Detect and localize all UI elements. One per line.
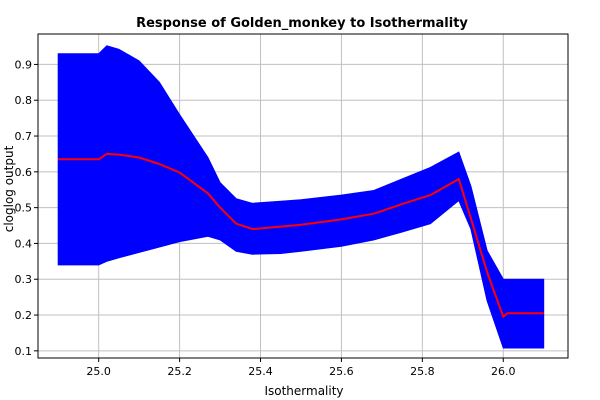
y-tick-label: 0.7 — [15, 130, 33, 143]
y-tick-label: 0.2 — [15, 309, 33, 322]
y-tick-label: 0.5 — [15, 202, 33, 215]
x-tick-label: 26.0 — [491, 365, 516, 378]
y-tick-label: 0.8 — [15, 94, 33, 107]
x-tick-label: 25.0 — [86, 365, 111, 378]
x-ticks: 25.0 25.2 25.4 25.6 25.8 26.0 — [86, 358, 516, 378]
x-tick-label: 25.6 — [329, 365, 354, 378]
x-axis-label: Isothermality — [264, 384, 343, 398]
x-tick-label: 25.4 — [248, 365, 273, 378]
response-line — [58, 152, 544, 318]
y-tick-label: 0.3 — [15, 273, 33, 286]
chart-title: Response of Golden_monkey to Isothermali… — [136, 16, 468, 31]
y-ticks: 0.1 0.2 0.3 0.4 0.5 0.6 0.7 0.8 0.9 — [15, 58, 38, 358]
y-axis-label: cloglog output — [2, 145, 16, 232]
plot-area-frame — [37, 33, 569, 359]
y-tick-label: 0.4 — [15, 237, 33, 250]
x-tick-label: 25.2 — [167, 365, 192, 378]
y-tick-label: 0.9 — [15, 58, 33, 71]
x-tick-label: 25.8 — [410, 365, 435, 378]
y-tick-label: 0.6 — [15, 166, 33, 179]
series-layer — [58, 152, 544, 318]
y-tick-label: 0.1 — [15, 345, 33, 358]
confidence-band-layer — [57, 45, 545, 349]
confidence-band — [57, 45, 545, 349]
